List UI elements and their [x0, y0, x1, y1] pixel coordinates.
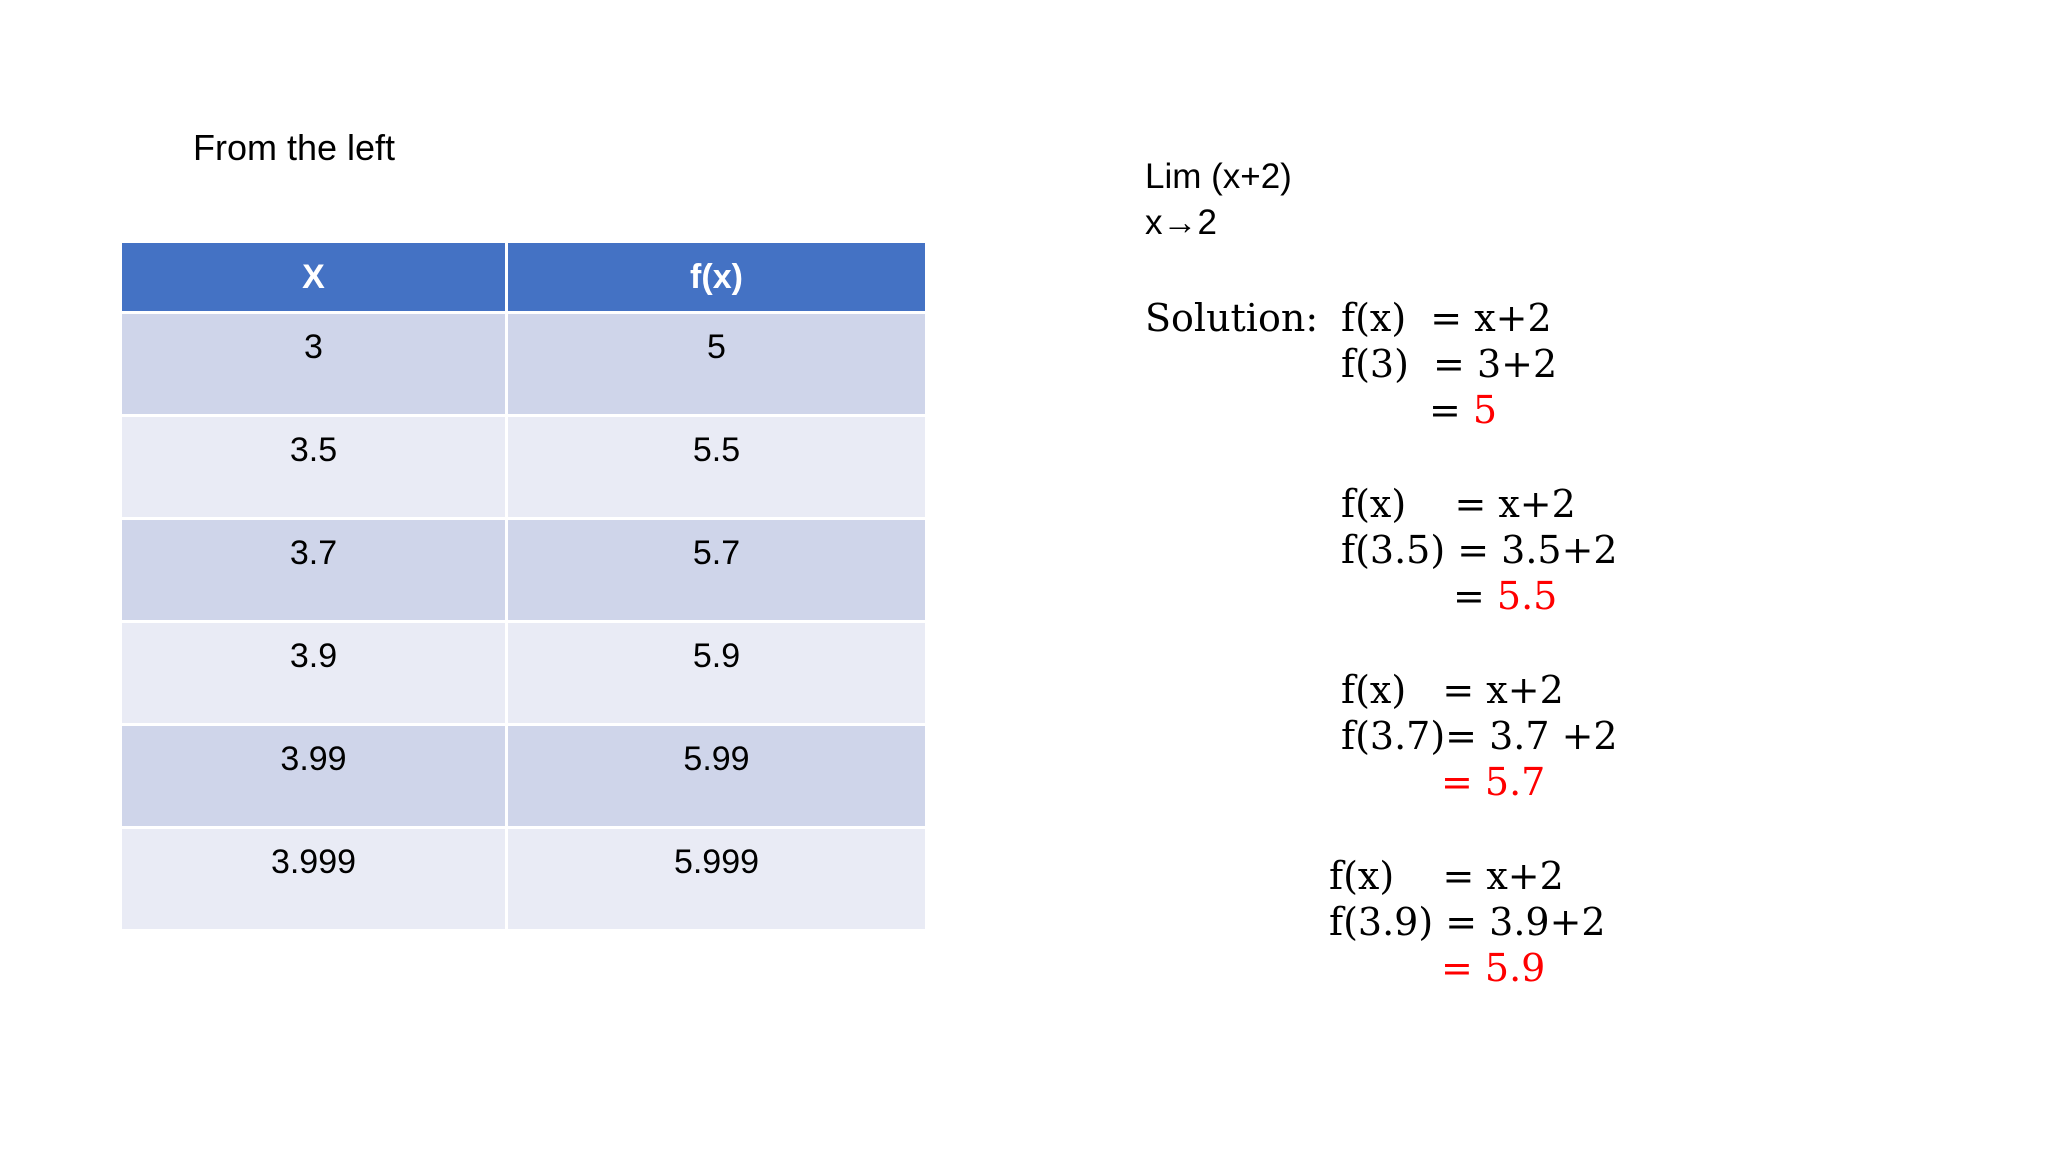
solution-line: f(3) = 3+2 [1341, 342, 1558, 386]
cell-x: 3.99 [119, 723, 508, 829]
cell-x: 3.5 [119, 414, 508, 520]
table-row: 3.7 5.7 [119, 517, 928, 623]
cell-fx: 5.999 [505, 826, 928, 932]
cell-fx: 5 [505, 311, 928, 417]
cell-fx: 5.5 [505, 414, 928, 520]
table-row: 3.99 5.99 [119, 723, 928, 829]
solution-block-3: f(x) = x+2 f(3.7)= 3.7 +2 = 5.7 [1341, 667, 1618, 805]
equals-sign: = [1429, 388, 1473, 432]
column-header-x: X [119, 240, 508, 314]
table-header-row: X f(x) [119, 240, 928, 314]
limit-expression: Lim (x+2) x→2 [1145, 154, 1292, 246]
solution-line: f(x) = x+2 [1341, 296, 1552, 340]
solution-block-2: f(x) = x+2 f(3.5) = 3.5+2 = 5.5 [1341, 481, 1618, 619]
limit-line: Lim (x+2) [1145, 157, 1292, 196]
solution-line: f(x) = x+2 [1341, 668, 1564, 712]
solution-block-1: f(x) = x+2 f(3) = 3+2 = 5 [1341, 295, 1557, 433]
solution-result: 5 [1472, 388, 1498, 432]
cell-x: 3.9 [119, 620, 508, 726]
solution-line: f(3.7)= 3.7 +2 [1341, 714, 1618, 758]
cell-fx: 5.9 [505, 620, 928, 726]
solution-result: 5.5 [1496, 574, 1558, 618]
solution-label: Solution: [1145, 296, 1319, 340]
table-row: 3.5 5.5 [119, 414, 928, 520]
solution-result-line: = 5 [1341, 387, 1557, 433]
solution-line: f(3.5) = 3.5+2 [1341, 528, 1618, 572]
limit-approach: x→2 [1145, 203, 1217, 242]
table-row: 3.999 5.999 [119, 826, 928, 932]
cell-x: 3 [119, 311, 508, 417]
solution-line: f(3.9) = 3.9+2 [1329, 900, 1606, 944]
cell-x: 3.999 [119, 826, 508, 932]
solution-result-line: = 5.5 [1341, 573, 1618, 619]
solution-result: = 5.7 [1441, 760, 1546, 804]
solution-line: f(x) = x+2 [1329, 854, 1564, 898]
solution-result: = 5.9 [1441, 946, 1546, 990]
cell-x: 3.7 [119, 517, 508, 623]
cell-fx: 5.99 [505, 723, 928, 829]
table-row: 3 5 [119, 311, 928, 417]
solution-line: f(x) = x+2 [1341, 482, 1576, 526]
column-header-fx: f(x) [505, 240, 928, 314]
solution-block-4: f(x) = x+2 f(3.9) = 3.9+2 = 5.9 [1329, 853, 1606, 991]
values-table: X f(x) 3 5 3.5 5.5 3.7 5.7 3.9 5.9 3.99 [119, 240, 928, 932]
cell-fx: 5.7 [505, 517, 928, 623]
caption: From the left [193, 127, 396, 168]
table-row: 3.9 5.9 [119, 620, 928, 726]
equals-sign: = [1453, 574, 1497, 618]
